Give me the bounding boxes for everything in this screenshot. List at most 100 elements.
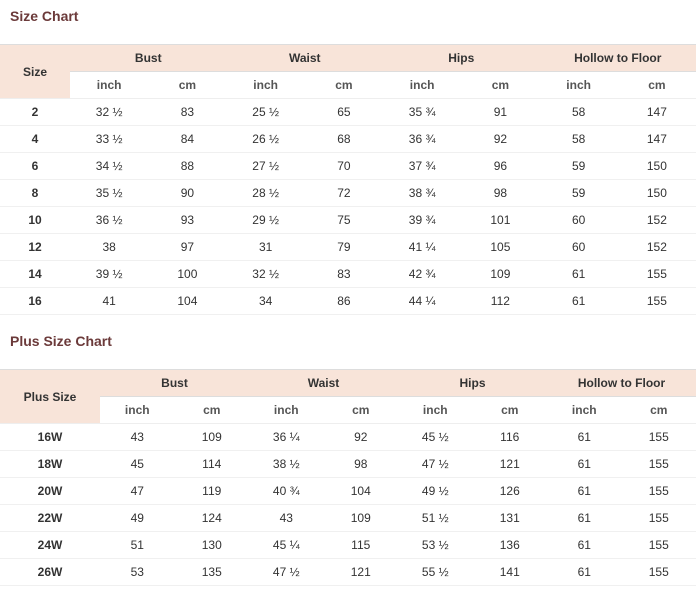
column-header-unit: inch (70, 72, 148, 99)
column-header-unit: inch (540, 72, 618, 99)
cell-value: 79 (305, 234, 383, 261)
cell-value: 60 (540, 207, 618, 234)
cell-value: 40 ¾ (249, 478, 324, 505)
column-header-size: Size (0, 45, 70, 99)
cell-value: 36 ¼ (249, 424, 324, 451)
cell-value: 39 ¾ (383, 207, 461, 234)
cell-size: 18W (0, 451, 100, 478)
cell-value: 116 (473, 424, 548, 451)
cell-value: 101 (461, 207, 539, 234)
cell-value: 70 (305, 153, 383, 180)
cell-value: 49 ½ (398, 478, 473, 505)
table-row: 20W4711940 ¾10449 ½12661155 (0, 478, 696, 505)
cell-value: 33 ½ (70, 126, 148, 153)
cell-value: 45 ½ (398, 424, 473, 451)
cell-value: 109 (461, 261, 539, 288)
cell-value: 43 (249, 505, 324, 532)
cell-value: 131 (473, 505, 548, 532)
cell-size: 24W (0, 532, 100, 559)
cell-value: 155 (622, 451, 696, 478)
table-row: 24W5113045 ¼11553 ½13661155 (0, 532, 696, 559)
cell-value: 29 ½ (227, 207, 305, 234)
table-row: 26W5313547 ½12155 ½14161155 (0, 559, 696, 586)
chart-title: Plus Size Chart (0, 325, 696, 369)
cell-value: 84 (148, 126, 226, 153)
column-header-unit: cm (148, 72, 226, 99)
column-header-group: Waist (227, 45, 384, 72)
cell-value: 119 (175, 478, 250, 505)
cell-value: 38 (70, 234, 148, 261)
table-row: 1641104348644 ¼11261155 (0, 288, 696, 315)
cell-value: 104 (324, 478, 399, 505)
column-header-group: Hollow to Floor (547, 370, 696, 397)
column-header-group: Bust (100, 370, 249, 397)
cell-value: 60 (540, 234, 618, 261)
cell-value: 59 (540, 153, 618, 180)
table-row: 22W491244310951 ½13161155 (0, 505, 696, 532)
cell-value: 25 ½ (227, 99, 305, 126)
cell-value: 61 (547, 478, 622, 505)
cell-value: 47 (100, 478, 175, 505)
chart-title: Size Chart (0, 0, 696, 44)
cell-value: 68 (305, 126, 383, 153)
cell-value: 47 ½ (398, 451, 473, 478)
cell-value: 121 (473, 451, 548, 478)
column-header-unit: cm (324, 397, 399, 424)
cell-value: 83 (305, 261, 383, 288)
cell-value: 53 (100, 559, 175, 586)
column-header-unit: inch (547, 397, 622, 424)
cell-value: 37 ¾ (383, 153, 461, 180)
cell-value: 152 (618, 207, 696, 234)
cell-size: 4 (0, 126, 70, 153)
cell-size: 20W (0, 478, 100, 505)
cell-value: 36 ½ (70, 207, 148, 234)
column-header-group: Hollow to Floor (540, 45, 696, 72)
cell-value: 51 (100, 532, 175, 559)
cell-value: 32 ½ (227, 261, 305, 288)
cell-value: 61 (547, 451, 622, 478)
cell-value: 45 ¼ (249, 532, 324, 559)
cell-value: 31 (227, 234, 305, 261)
cell-value: 53 ½ (398, 532, 473, 559)
cell-size: 26W (0, 559, 100, 586)
cell-value: 83 (148, 99, 226, 126)
cell-value: 147 (618, 126, 696, 153)
cell-value: 65 (305, 99, 383, 126)
cell-size: 2 (0, 99, 70, 126)
table-row: 232 ½8325 ½6535 ¾9158147 (0, 99, 696, 126)
cell-value: 36 ¾ (383, 126, 461, 153)
cell-value: 45 (100, 451, 175, 478)
size-chart-table: SizeBustWaistHipsHollow to Floorinchcmin… (0, 44, 696, 315)
cell-value: 105 (461, 234, 539, 261)
cell-value: 34 ½ (70, 153, 148, 180)
cell-size: 10 (0, 207, 70, 234)
cell-value: 109 (324, 505, 399, 532)
cell-value: 88 (148, 153, 226, 180)
cell-value: 41 (70, 288, 148, 315)
cell-value: 112 (461, 288, 539, 315)
column-header-unit: cm (622, 397, 696, 424)
cell-value: 51 ½ (398, 505, 473, 532)
cell-size: 16W (0, 424, 100, 451)
cell-size: 12 (0, 234, 70, 261)
column-header-unit: inch (100, 397, 175, 424)
cell-value: 61 (547, 532, 622, 559)
table-row: 16W4310936 ¼9245 ½11661155 (0, 424, 696, 451)
cell-value: 150 (618, 153, 696, 180)
cell-value: 155 (622, 478, 696, 505)
cell-value: 114 (175, 451, 250, 478)
cell-value: 90 (148, 180, 226, 207)
cell-value: 61 (547, 559, 622, 586)
cell-value: 86 (305, 288, 383, 315)
cell-value: 72 (305, 180, 383, 207)
cell-value: 155 (622, 424, 696, 451)
column-header-group: Hips (383, 45, 540, 72)
cell-value: 109 (175, 424, 250, 451)
column-header-group: Waist (249, 370, 398, 397)
cell-value: 136 (473, 532, 548, 559)
column-header-unit: cm (305, 72, 383, 99)
table-row: 18W4511438 ½9847 ½12161155 (0, 451, 696, 478)
cell-value: 61 (540, 261, 618, 288)
cell-value: 75 (305, 207, 383, 234)
cell-value: 35 ½ (70, 180, 148, 207)
